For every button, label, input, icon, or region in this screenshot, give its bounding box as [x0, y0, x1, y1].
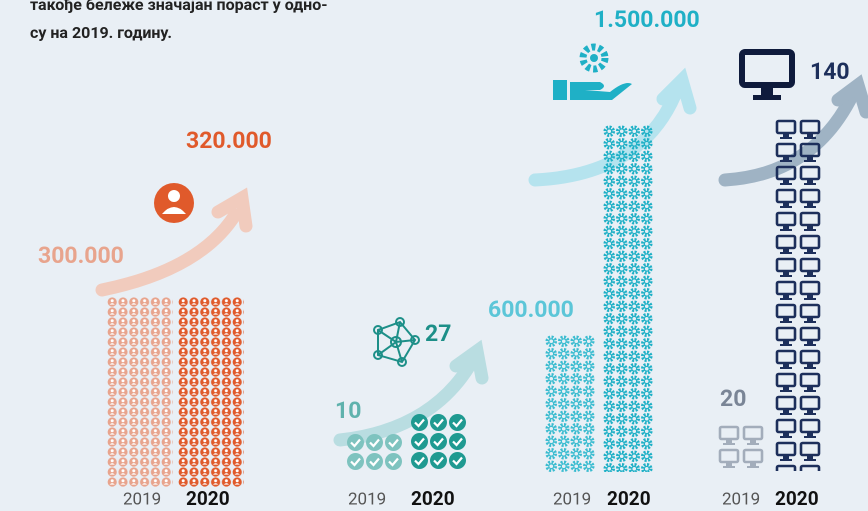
pictogram-bar — [545, 335, 595, 472]
pictogram-bar — [603, 125, 653, 472]
pictogram-bar — [346, 433, 403, 471]
value-label: 20 — [720, 385, 746, 412]
pictogram-bar — [718, 425, 766, 471]
value-label: 320.000 — [186, 127, 272, 154]
value-label: 27 — [425, 320, 451, 347]
value-label: 600.000 — [488, 296, 574, 323]
value-label: 1.500.000 — [594, 6, 700, 33]
hand-gear-icon — [553, 43, 632, 100]
network-icon — [373, 317, 420, 367]
pictogram-bar — [178, 297, 244, 487]
pictogram-bar — [775, 119, 823, 471]
intro-line: су на 2019. годину. — [30, 23, 172, 42]
year-label: 2020 — [186, 487, 230, 510]
year-label: 2020 — [411, 487, 455, 510]
year-label: 2019 — [553, 489, 591, 509]
person-icon — [154, 183, 194, 223]
value-label: 300.000 — [38, 242, 124, 269]
value-label: 10 — [335, 397, 361, 424]
year-label: 2019 — [123, 489, 161, 509]
year-label: 2020 — [775, 487, 819, 510]
value-label: 140 — [810, 58, 850, 85]
year-label: 2019 — [722, 489, 760, 509]
year-label: 2019 — [348, 489, 386, 509]
year-label: 2020 — [607, 487, 651, 510]
monitor-icon — [739, 49, 795, 100]
pictogram-bar — [410, 413, 467, 470]
pictogram-bar — [107, 297, 173, 487]
intro-line: такође бележе значајан пораст у одно- — [30, 0, 328, 14]
